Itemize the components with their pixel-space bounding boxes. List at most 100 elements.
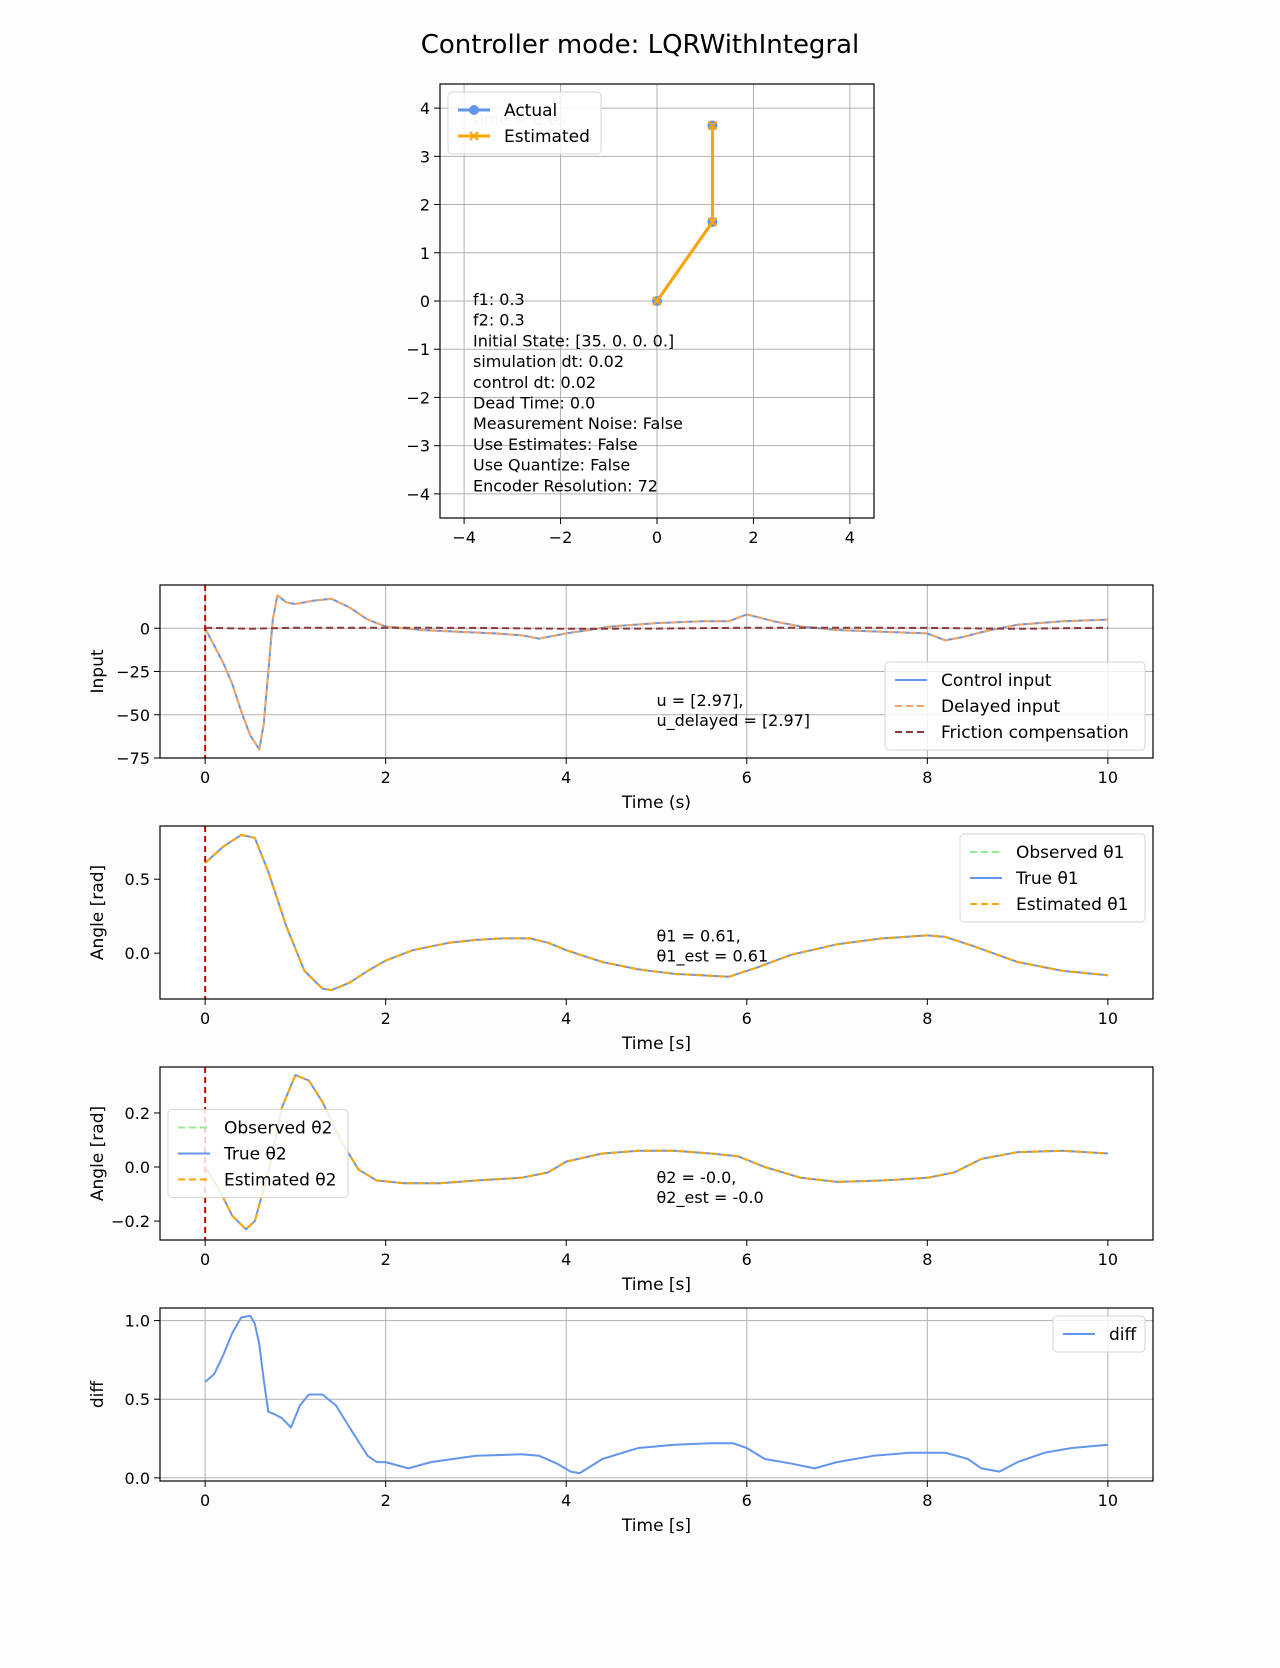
x-tick-label: 0 [200, 1009, 210, 1028]
series-line-3 [205, 626, 1108, 630]
legend-label: Actual [504, 101, 557, 121]
y-axis-label: diff [88, 1380, 108, 1409]
axes-frame [439, 83, 875, 519]
value-annotation: u = [2.97], [657, 691, 744, 710]
y-tick-label: 0 [140, 619, 150, 638]
series-line-1 [204, 1314, 1108, 1475]
y-tick-label: 0.5 [125, 870, 150, 889]
y-tick-label: 2 [420, 196, 430, 215]
plot-area [160, 1308, 1153, 1481]
y-axis-label: Angle [rad] [88, 1106, 108, 1201]
series-point [707, 120, 718, 131]
x-tick-label: 2 [748, 528, 758, 547]
series-line-2 [204, 594, 1108, 751]
x-tick-label: 10 [1098, 1250, 1118, 1269]
y-axis-label: Angle [rad] [88, 865, 108, 960]
y-tick-label: 0.0 [125, 944, 150, 963]
x-tick-label: 6 [742, 1250, 752, 1269]
x-axis-label: Time [s] [621, 1034, 691, 1054]
legend-box [959, 833, 1146, 923]
subplot-5: 0 2 4 6 8 10 0.0 0.5 1.0 Time [s] diff diff [88, 1307, 1154, 1536]
legend-label: Delayed input [941, 697, 1060, 717]
y-tick-label: 1.0 [125, 1312, 150, 1331]
param-line: f1: 0.3 [473, 290, 525, 309]
x-tick-label: 2 [381, 1250, 391, 1269]
x-tick-label: 0 [200, 1491, 210, 1510]
param-line: control dt: 0.02 [473, 373, 596, 392]
param-line: Use Estimates: False [473, 435, 638, 454]
x-tick-label: 2 [381, 1491, 391, 1510]
param-line: Measurement Noise: False [473, 414, 683, 433]
subplot-3: 0 2 4 6 8 10 0.0 0.5 Time [s] Angle [rad] θ1 = 0.6… [88, 825, 1154, 1054]
legend-label: Observed θ1 [1016, 843, 1124, 863]
y-tick-label: 0.0 [125, 1469, 150, 1488]
legend-label: Friction compensation [941, 723, 1129, 743]
y-tick-label: −50 [116, 706, 150, 725]
y-tick-label: 0 [420, 292, 430, 311]
subplot-2: 0 2 4 6 8 10 −75 −50 −25 0 Time (s) Input u = [2.97]… [88, 584, 1154, 813]
x-tick-label: 0 [200, 1250, 210, 1269]
y-tick-label: −4 [406, 485, 430, 504]
x-tick-label: 4 [845, 528, 855, 547]
x-tick-label: 10 [1098, 1009, 1118, 1028]
x-tick-label: 4 [561, 1491, 571, 1510]
x-tick-label: 6 [742, 1009, 752, 1028]
x-tick-label: 4 [561, 1009, 571, 1028]
legend: Control input Delayed input Friction compe… [884, 661, 1146, 751]
x-tick-label: 6 [742, 1491, 752, 1510]
x-tick-label: 4 [561, 1250, 571, 1269]
x-tick-label: 8 [922, 1491, 932, 1510]
x-tick-label: −4 [452, 528, 476, 547]
x-tick-label: 8 [922, 1009, 932, 1028]
value-annotation: θ1_est = 0.61 [657, 946, 769, 966]
y-tick-label: 0.0 [125, 1158, 150, 1177]
x-tick-label: 8 [922, 768, 932, 787]
legend-label: Estimated θ1 [1016, 895, 1129, 915]
value-annotation: θ2 = -0.0, [657, 1168, 737, 1187]
x-axis-label: Time (s) [621, 793, 691, 813]
legend-label: Estimated θ2 [224, 1171, 337, 1191]
axes-frame [159, 1066, 1154, 1241]
param-line: Use Quantize: False [473, 456, 630, 475]
y-tick-label: −0.2 [111, 1212, 150, 1231]
x-tick-label: 8 [922, 1250, 932, 1269]
legend-box [1052, 1315, 1146, 1353]
legend: Actual Estimated [447, 91, 602, 155]
x-tick-label: 2 [381, 1009, 391, 1028]
x-axis-label: Time [s] [621, 1516, 691, 1536]
value-annotation: θ1 = 0.61, [657, 926, 741, 945]
y-tick-label: −75 [116, 749, 150, 768]
legend-label: True θ2 [223, 1145, 287, 1165]
y-tick-label: −3 [406, 437, 430, 456]
x-tick-label: 0 [200, 768, 210, 787]
legend-label: diff [1109, 1325, 1138, 1345]
subplot-4: 0 2 4 6 8 10 −0.2 0.0 0.2 Time [s] Angle [rad] θ2 =… [88, 1066, 1154, 1295]
x-tick-label: 10 [1098, 1491, 1118, 1510]
legend-box [167, 1109, 349, 1198]
figure-title: Controller mode: LQRWithIntegral [421, 30, 860, 60]
param-line: Encoder Resolution: 72 [473, 476, 658, 495]
axes-frame [159, 825, 1154, 1000]
y-tick-label: 3 [420, 147, 430, 166]
value-annotation: u_delayed = [2.97] [657, 711, 811, 731]
param-line: simulation dt: 0.02 [473, 352, 624, 371]
legend-box [884, 661, 1146, 751]
y-tick-label: 0.2 [125, 1104, 150, 1123]
series-line-3 [204, 833, 1108, 992]
y-tick-label: 0.5 [125, 1390, 150, 1409]
legend: diff [1052, 1315, 1146, 1353]
series-point [707, 217, 718, 227]
x-tick-label: 2 [381, 768, 391, 787]
axes-frame [159, 1307, 1154, 1482]
series-point [652, 296, 662, 306]
y-tick-label: −25 [116, 663, 150, 682]
y-tick-label: −2 [406, 388, 430, 407]
x-tick-label: 6 [742, 768, 752, 787]
value-annotation: θ2_est = -0.0 [657, 1188, 764, 1208]
x-tick-label: 10 [1098, 768, 1118, 787]
param-line: Initial State: [35. 0. 0. 0.] [473, 331, 674, 350]
x-tick-label: −2 [549, 528, 573, 547]
axes-frame [159, 584, 1154, 759]
